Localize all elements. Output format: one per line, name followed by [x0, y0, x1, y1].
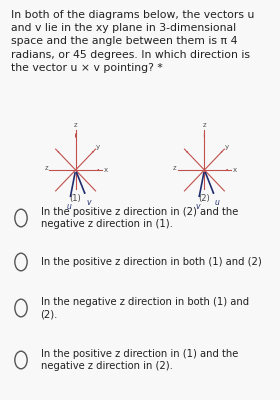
Text: In the positive z direction in (1) and the
negative z direction in (2).: In the positive z direction in (1) and t… — [41, 348, 238, 371]
Text: (1): (1) — [70, 194, 81, 203]
Text: y: y — [96, 144, 101, 150]
Text: u: u — [215, 198, 220, 207]
Text: z: z — [173, 165, 177, 171]
Text: In the negative z direction in both (1) and
(2).: In the negative z direction in both (1) … — [41, 297, 249, 319]
Text: x: x — [232, 167, 236, 173]
Text: z: z — [45, 165, 48, 171]
Text: In both of the diagrams below, the vectors u
and v lie in the xy plane in 3-dime: In both of the diagrams below, the vecto… — [11, 10, 255, 73]
Text: z: z — [74, 122, 77, 128]
Text: u: u — [66, 202, 71, 211]
Text: x: x — [104, 167, 108, 173]
Text: In the positive z direction in (2) and the
negative z direction in (1).: In the positive z direction in (2) and t… — [41, 206, 238, 230]
Text: z: z — [203, 122, 206, 128]
Text: In the positive z direction in both (1) and (2): In the positive z direction in both (1) … — [41, 257, 261, 267]
Text: v: v — [195, 202, 200, 211]
Text: (2): (2) — [199, 194, 210, 203]
Text: y: y — [225, 144, 229, 150]
Text: v: v — [86, 198, 90, 207]
